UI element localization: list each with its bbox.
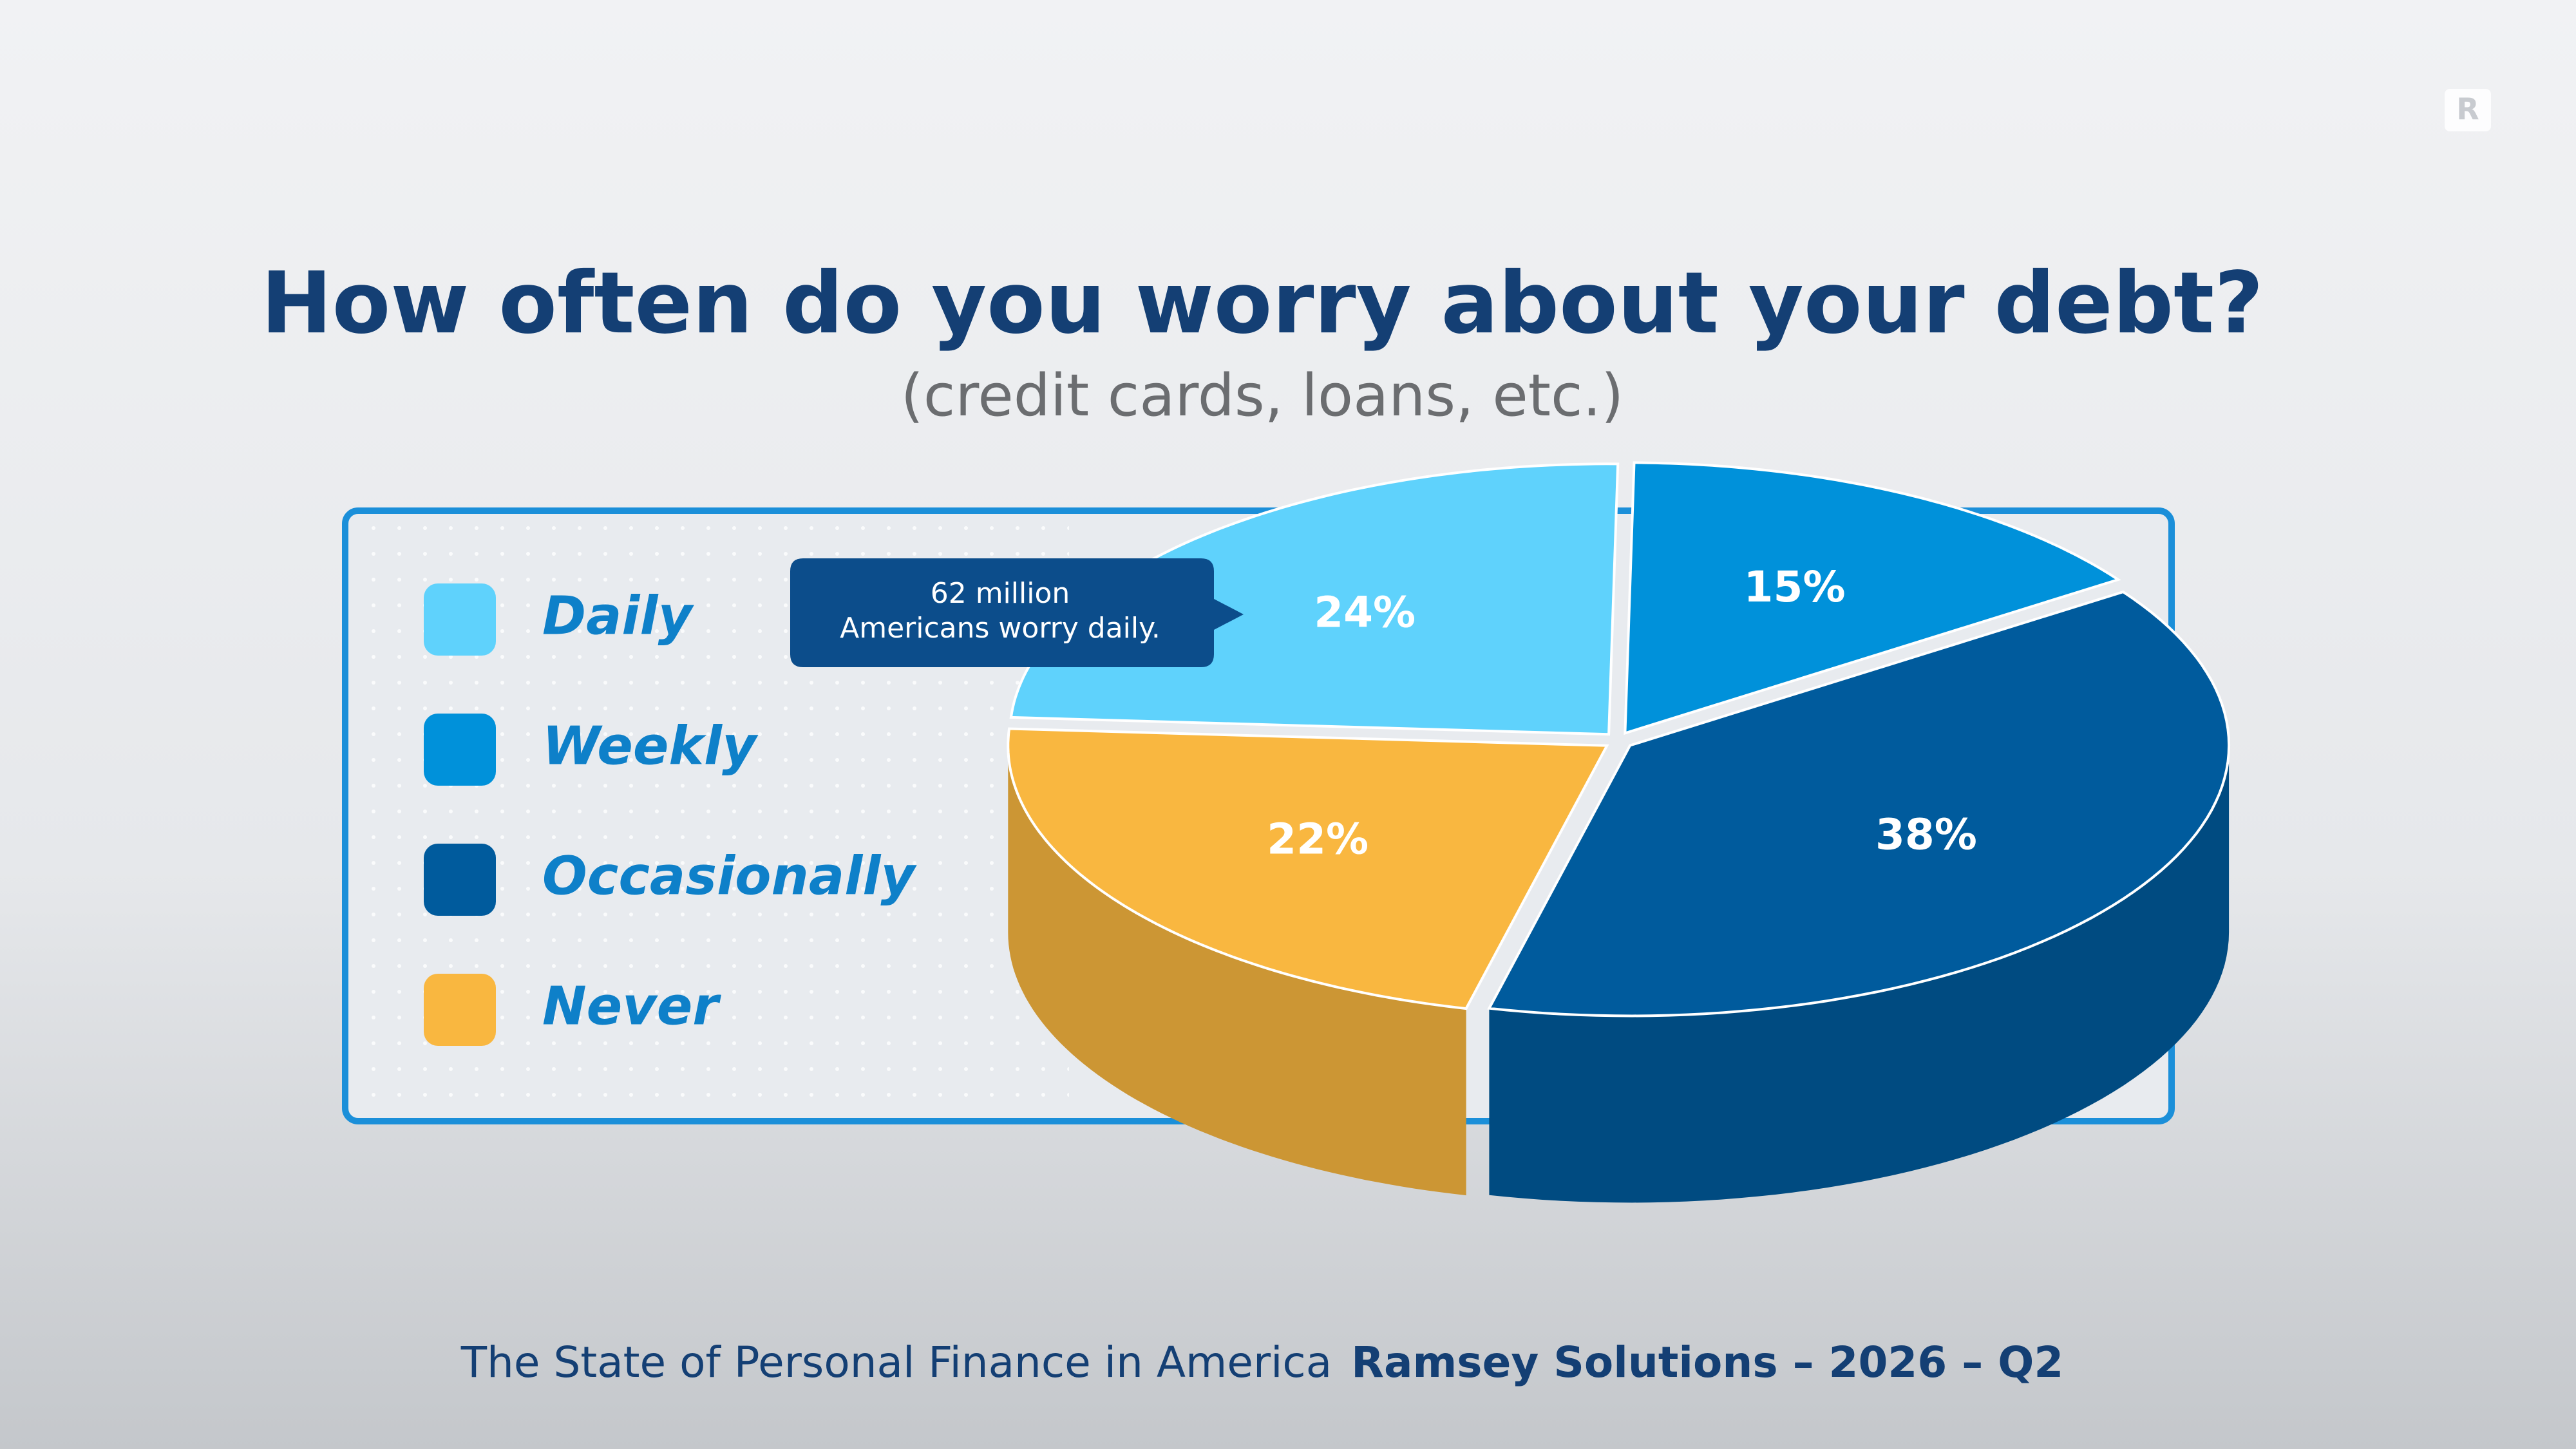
legend-label: Occasionally <box>542 846 917 907</box>
annotation-line: 62 million <box>931 577 1070 610</box>
data-label: 38% <box>1875 810 1977 859</box>
legend-swatch <box>424 714 496 786</box>
legend-label: Weekly <box>542 715 759 777</box>
chart-title: How often do you worry about your debt? <box>261 254 2264 353</box>
slice-side <box>1008 745 1466 1196</box>
annotation-line: Americans worry daily. <box>840 612 1160 645</box>
legend: Daily Weekly Occasionally Never <box>424 583 917 1046</box>
legend-swatch <box>424 974 496 1046</box>
pie: 24% 15% 38% 22% <box>1007 461 2231 1203</box>
legend-swatch <box>424 583 496 656</box>
data-label: 22% <box>1267 814 1368 864</box>
slice-side <box>1489 745 2230 1203</box>
annotation: 62 million Americans worry daily. <box>790 558 1244 667</box>
chart-subtitle: (credit cards, loans, etc.) <box>901 362 1624 430</box>
footer-source: The State of Personal Finance in America <box>460 1338 1332 1387</box>
annotation-box <box>790 558 1244 667</box>
data-label: 24% <box>1314 587 1416 637</box>
slice <box>1007 727 1609 1010</box>
footer: The State of Personal Finance in America… <box>460 1338 2064 1387</box>
data-label: 15% <box>1744 562 1846 612</box>
legend-swatch <box>424 844 496 916</box>
slice <box>1624 461 2121 735</box>
slice <box>1487 590 2231 1018</box>
logo-badge <box>2445 89 2491 131</box>
logo: R <box>2456 92 2479 127</box>
footer-publisher: Ramsey Solutions – 2026 – Q2 <box>1351 1338 2063 1387</box>
legend-label: Daily <box>542 585 695 647</box>
legend-label: Never <box>542 976 721 1037</box>
